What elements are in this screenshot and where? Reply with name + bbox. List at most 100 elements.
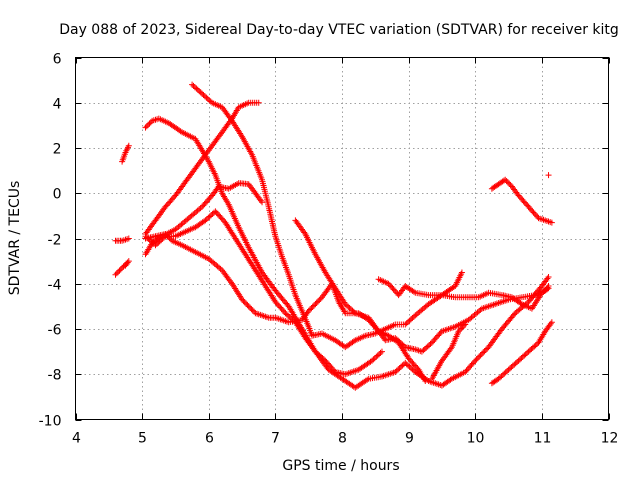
series-arc-g: [189, 81, 465, 351]
x-tick-label: 9: [405, 431, 414, 447]
data-point: [189, 81, 196, 88]
data-point: [402, 359, 409, 366]
data-point: [403, 361, 410, 368]
series-arc-f: [142, 99, 262, 237]
data-point: [243, 300, 250, 307]
data-point: [245, 303, 252, 310]
data-point: [402, 321, 409, 328]
data-point: [392, 369, 399, 375]
data-point: [112, 271, 119, 278]
data-point: [545, 172, 552, 179]
data-point: [547, 320, 554, 327]
data-point: [532, 342, 539, 349]
data-point: [193, 208, 200, 215]
data-point: [122, 262, 129, 269]
data-point: [152, 242, 159, 249]
x-tick-label: 5: [138, 431, 147, 447]
data-point: [456, 326, 463, 333]
data-point: [512, 360, 519, 367]
data-point: [143, 123, 150, 130]
data-point: [476, 308, 482, 315]
data-point: [518, 355, 525, 362]
x-tick-label: 8: [338, 431, 347, 447]
data-point: [161, 234, 167, 241]
data-point: [504, 179, 511, 186]
x-axis-label: GPS time / hours: [282, 458, 399, 474]
data-point: [345, 303, 352, 310]
data-point: [403, 320, 410, 327]
data-point: [458, 325, 465, 332]
data-point: [521, 352, 528, 359]
data-point: [286, 314, 293, 320]
data-point: [113, 270, 120, 277]
data-point: [307, 306, 313, 313]
y-axis-label: SDTVAR / TECUs: [7, 181, 23, 296]
y-tick-label: 0: [53, 187, 62, 203]
x-tick-label: 6: [205, 431, 214, 447]
data-point: [374, 352, 381, 359]
series-arc-a: [112, 258, 132, 278]
y-tick-labels: -10 -8 -6 -4 -2 0 2 4 6: [39, 52, 62, 430]
data-point: [462, 321, 469, 328]
data-point: [241, 299, 248, 306]
data-point: [472, 357, 479, 364]
data-point: [313, 299, 320, 306]
data-point: [474, 355, 481, 361]
data-point: [369, 357, 375, 364]
data-point: [309, 303, 316, 310]
data-point: [319, 355, 326, 362]
data-marks: [112, 81, 555, 391]
data-point: [148, 238, 155, 245]
data-point: [115, 269, 122, 275]
data-point: [455, 328, 462, 335]
data-point: [548, 319, 555, 326]
data-point: [406, 363, 413, 370]
y-tick-label: -6: [48, 323, 62, 339]
data-point: [119, 264, 126, 271]
data-point: [410, 288, 417, 295]
series-arc-c: [119, 142, 132, 165]
data-point: [240, 297, 247, 304]
data-point: [482, 346, 489, 353]
data-point: [312, 301, 319, 308]
data-point: [548, 219, 555, 226]
data-point: [145, 235, 152, 242]
data-point: [506, 180, 513, 187]
data-point: [522, 351, 529, 358]
data-point: [316, 297, 323, 303]
data-point: [125, 235, 132, 242]
data-point: [373, 353, 380, 360]
data-point: [249, 307, 256, 314]
data-point: [308, 305, 315, 312]
series-arc-i: [142, 208, 385, 378]
x-tick-label: 11: [534, 431, 552, 447]
series-arc-b: [112, 235, 132, 244]
data-point: [398, 363, 404, 370]
y-tick-label: -4: [48, 278, 62, 294]
data-point: [471, 359, 477, 366]
data-point: [531, 343, 538, 350]
data-point: [525, 348, 532, 355]
data-point: [511, 361, 518, 368]
data-point: [203, 94, 210, 101]
series-isolated: [545, 172, 552, 179]
data-point: [545, 285, 552, 292]
data-point: [244, 302, 251, 308]
data-point: [378, 348, 385, 355]
data-point: [197, 89, 204, 96]
data-point: [505, 366, 512, 373]
y-tick-label: 6: [53, 52, 62, 68]
data-point: [305, 307, 312, 314]
data-point: [480, 349, 487, 356]
data-point: [213, 262, 220, 269]
data-point: [117, 266, 124, 273]
data-point: [155, 239, 162, 246]
data-point: [143, 234, 150, 241]
data-point: [473, 356, 480, 363]
plot-frame: [75, 57, 609, 420]
data-point: [146, 120, 153, 127]
axis-ticks: [75, 57, 610, 421]
data-point: [247, 304, 254, 311]
y-tick-label: -2: [48, 233, 62, 249]
data-point: [447, 376, 454, 383]
